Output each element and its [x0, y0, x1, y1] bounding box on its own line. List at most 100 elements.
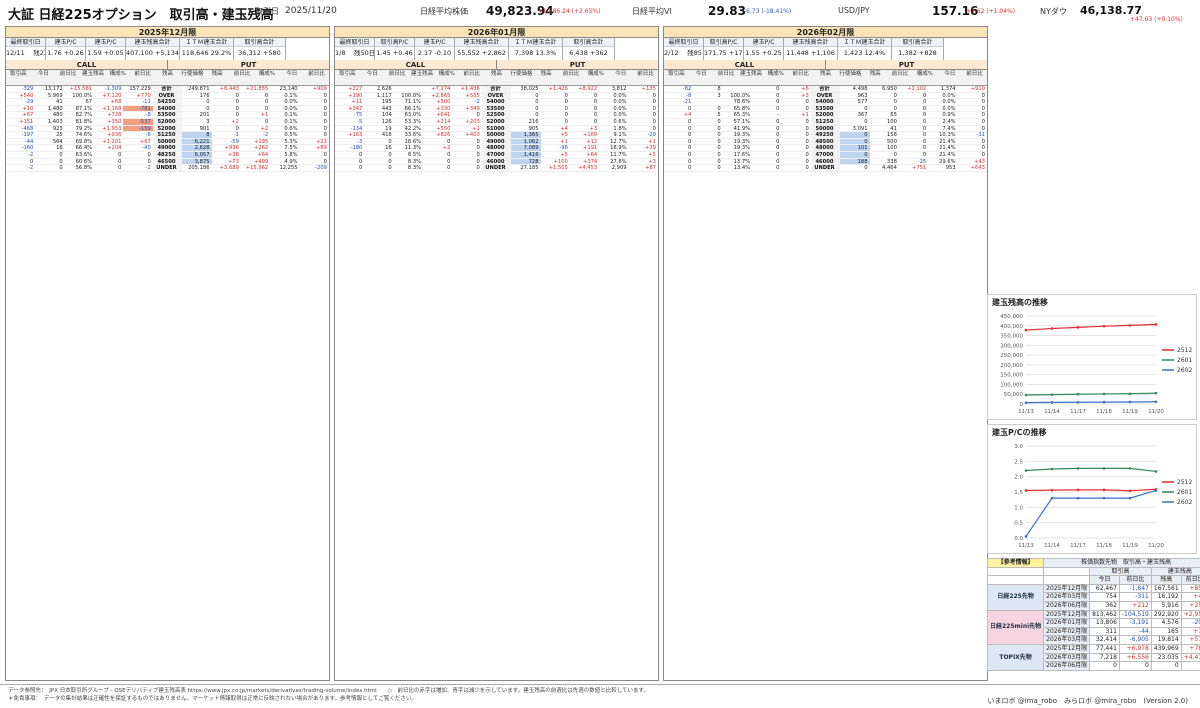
x-tick-label: 11/14	[1044, 543, 1060, 549]
y-tick-label: 300,000	[1000, 343, 1023, 349]
table-cell: +728	[107, 112, 122, 118]
table-cell: 0	[476, 112, 480, 118]
table-cell: 63.6%	[75, 151, 93, 158]
table-cell: 0	[652, 105, 656, 112]
table-cell: 157,229	[129, 86, 151, 92]
table-cell: 0	[447, 158, 451, 165]
column-header: 前日比	[891, 71, 909, 77]
table-cell: -40	[142, 145, 151, 151]
data-point	[1102, 324, 1106, 328]
table-cell: +751	[911, 165, 927, 171]
table-row: -29 41 67 +68 -11 54250 0 0 0 0.0% 0	[6, 99, 329, 106]
data-point	[1076, 467, 1080, 470]
table-cell: 0	[593, 105, 598, 112]
table-row: +540 5,969 100.0% +7,120 +770 OVER 176 0 0 0.1% 0	[6, 92, 329, 100]
table-cell: +2	[231, 118, 239, 125]
table-cell: -8	[145, 112, 151, 118]
summary-header: 建玉P/C	[744, 38, 783, 47]
table-cell: 1,374	[940, 86, 956, 92]
table-cell: +1,201	[102, 138, 122, 145]
column-headers: 取引高 今日 前日比 建玉残高 構成% 前日比 残高 行使価格 残高 前日比 構成% 今日 前日比	[335, 70, 658, 86]
table-cell: -96	[559, 145, 568, 151]
strike-price: 49000	[481, 138, 512, 145]
strike-price: 52000	[810, 112, 841, 118]
table-cell: +1	[260, 112, 269, 118]
series-line	[1025, 489, 1157, 537]
table-cell: 0	[264, 92, 269, 99]
table-cell: +227	[348, 86, 363, 92]
table-cell: 100.0%	[401, 92, 422, 99]
data-point	[1050, 327, 1054, 330]
table-cell: 0	[805, 165, 809, 171]
summary-cell: 取引高P/C 171.75 +170.60	[704, 38, 744, 60]
table-cell: 923	[52, 125, 63, 132]
table-cell: 0	[388, 165, 392, 171]
ref-contract-month: 2026年02月限	[1043, 626, 1091, 637]
summary-cell: 建玉P/C 2.17 -0.10	[415, 38, 455, 60]
ref-cell: +6,556	[1118, 652, 1152, 663]
table-cell: 101	[840, 145, 870, 151]
table-cell: 0	[323, 158, 327, 165]
table-cell: 0	[476, 138, 480, 145]
table-cell: +38	[227, 151, 239, 158]
summary-cell: 最終取引日 12/11 残22日	[6, 38, 46, 60]
data-point	[1076, 496, 1080, 500]
ref-contract-month: 2026年06月限	[1043, 661, 1091, 671]
table-cell: 0	[652, 99, 656, 105]
table-cell: 0	[447, 165, 451, 171]
table-cell: +1,102	[907, 86, 927, 92]
table-row: -180 16 11.3% +2 0 48000 7,089 -96 +191 18.9% +39	[335, 145, 658, 152]
table-cell: 41	[56, 99, 63, 105]
table-cell: +1,426	[548, 86, 568, 92]
table-cell: 78.6%	[733, 99, 751, 105]
strike-price: 50000	[152, 138, 183, 145]
summary-header: 取引高P/C	[704, 38, 743, 47]
table-cell: 3	[717, 92, 721, 99]
table-cell: 0	[922, 92, 927, 99]
ref-cell: -1,847	[1118, 583, 1152, 594]
summary-cell: 建玉P/C 1.59 +0.05	[86, 38, 126, 60]
column-header: 前日比	[562, 71, 580, 77]
table-row: -3 0 18.6% 0 0 49000 1,062 +1 +12 12.7% +1	[335, 138, 658, 146]
table-row: -44 564 69.8% +1,201 +67 50000 6,221 -59 +195 5.3…	[6, 138, 329, 146]
table-cell: 100	[886, 118, 897, 125]
ref-cell: 0	[1118, 661, 1152, 671]
y-tick-label: 0	[1020, 402, 1024, 408]
table-cell: 0	[805, 125, 809, 132]
ref-cell: 165	[1150, 626, 1182, 637]
table-cell: +89	[316, 145, 327, 151]
table-cell: +641	[436, 112, 451, 118]
summary-header: 建玉P/C	[415, 38, 454, 47]
summary-value: 1,423 12.4%	[843, 49, 886, 57]
table-cell: 0	[776, 145, 780, 151]
column-headers: 取引高 今日 前日比 建玉残高 構成% 前日比 残高 行使価格 残高 前日比 構成% 今日 前日比	[664, 70, 987, 86]
column-header: 前日比	[463, 71, 480, 77]
column-header: 構成%	[587, 71, 604, 77]
table-cell: 0	[922, 151, 927, 158]
table-cell: 0	[922, 99, 927, 105]
ref-cell: +212	[1118, 600, 1152, 611]
table-cell: 19.3%	[733, 145, 751, 151]
column-header: 今日	[615, 71, 627, 77]
table-cell: 0	[564, 118, 568, 125]
table-cell: 0	[323, 118, 327, 125]
table-cell: 1,062	[511, 138, 541, 145]
legend-label: 2601	[1177, 489, 1192, 496]
table-cell	[394, 86, 423, 92]
table-cell: 0	[805, 151, 809, 158]
table-cell: +100	[553, 158, 568, 165]
ref-contract-month: 2026年03月限	[1043, 635, 1091, 645]
legend-label: 2512	[1177, 347, 1192, 354]
y-tick-label: 350,000	[1000, 334, 1023, 340]
table-cell: 41.9%	[733, 125, 751, 132]
ref-cell: 62,467	[1089, 583, 1120, 594]
nikkei-value: 49,823.94	[486, 4, 554, 18]
table-row: +4 5 65.3% - +1 52000 367 65 0 0.9% 0	[664, 112, 987, 119]
table-cell: -2	[28, 151, 34, 158]
table-cell: +11	[351, 99, 363, 105]
data-point	[1128, 496, 1132, 500]
table-cell: 3	[206, 118, 210, 125]
table-cell: +87	[645, 165, 656, 171]
table-cell: +67	[139, 138, 151, 145]
table-row: 0 0 8.3% 0 0 46000 728 +100 +374 27.8% +3	[335, 158, 658, 166]
